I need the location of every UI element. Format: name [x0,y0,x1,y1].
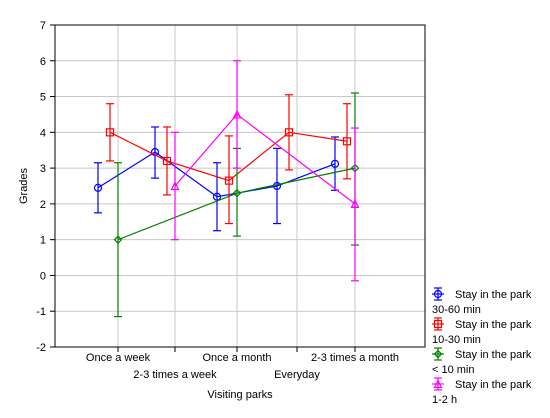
data-point [162,156,172,166]
x-tick-label: 2-3 times a month [311,352,399,364]
legend-sublabel: 10-30 min [432,334,481,346]
x-tick-label: Everyday [274,369,320,381]
legend-entry-2: Stay in the park 10-30 min [432,317,532,346]
series-4 [170,60,360,282]
x-axis-title: Visiting parks [207,389,273,401]
y-tick-label: 4 [40,127,46,139]
data-point [330,159,340,168]
y-axis-title: Grades [18,167,30,204]
series-group [93,60,360,318]
legend-label: Stay in the park [455,289,532,301]
legend-entry-4: Stay in the park 1-2 h [432,377,532,406]
data-point [433,349,443,359]
series-1 [93,126,340,232]
data-point [433,319,443,329]
series-2 [105,94,352,225]
data-point [284,128,294,137]
data-point [433,289,443,299]
x-tick-label: 2-3 times a week [133,369,217,381]
data-point [232,109,242,119]
y-tick-label: 1 [40,235,46,247]
y-tick-label: 6 [40,56,46,68]
y-tick-label: -1 [36,306,46,318]
data-point [433,379,443,389]
y-tick-label: 3 [40,163,46,175]
x-tick-label: Once a week [86,352,151,364]
data-point [170,181,180,191]
legend-sublabel: < 10 min [432,364,475,376]
y-tick-label: 5 [40,92,46,104]
y-axis-ticks: -2 -1 0 1 2 3 4 5 6 7 [36,20,55,354]
legend-label: Stay in the park [455,379,532,391]
x-axis-ticks: Once a week 2-3 times a week Once a monthE… [86,347,399,381]
data-point [93,183,103,192]
legend-entry-3: Stay in the park < 10 min [432,347,532,376]
legend-entry-1: Stay in the park 30-60 min [432,287,532,316]
legend-sublabel: 30-60 min [432,304,481,316]
x-tick-label: Once a month [202,352,271,364]
legend-label: Stay in the park [455,349,532,361]
data-point [113,235,123,245]
data-point [224,176,234,185]
data-point [342,137,352,146]
legend-label: Stay in the park [455,319,532,331]
data-point [350,199,360,208]
data-point [232,188,242,198]
data-point [105,128,115,137]
plot-area [54,24,426,348]
y-tick-label: -2 [36,342,46,354]
y-tick-label: 2 [40,199,46,211]
data-point [212,192,222,201]
y-tick-label: 7 [40,20,46,32]
y-tick-label: 0 [40,270,46,282]
legend-sublabel: 1-2 h [432,394,457,406]
